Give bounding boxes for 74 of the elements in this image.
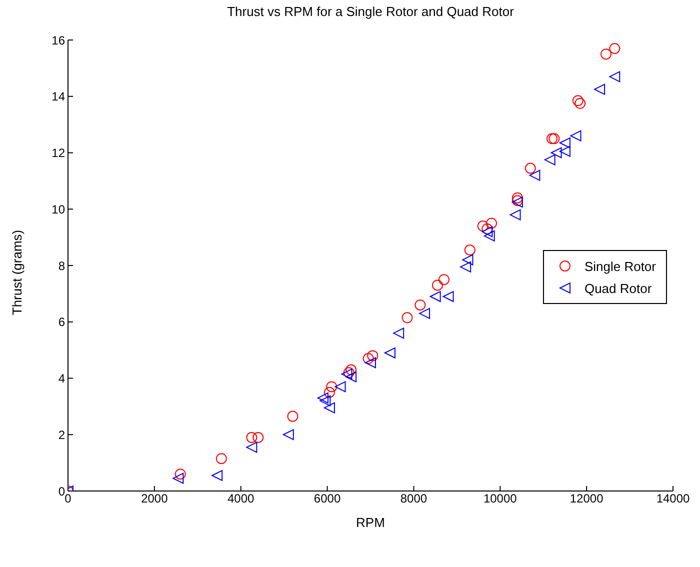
y-tick-label: 16 [52,33,66,48]
x-tick-label: 8000 [400,492,428,506]
y-tick-label: 8 [58,258,66,273]
y-tick-label: 6 [58,315,66,330]
point [326,381,338,392]
point [246,442,258,453]
point [287,410,298,422]
point [432,280,443,291]
point [438,274,450,286]
point [544,154,556,166]
point [546,133,558,144]
point [252,432,264,443]
point [484,230,495,242]
x-tick-label: 10000 [483,492,518,506]
point [524,162,536,174]
legend-label: Quad Rotor [584,280,652,296]
point [212,470,223,481]
point [384,347,396,358]
point [482,223,493,234]
point [574,98,586,109]
point [550,147,562,158]
point [486,218,497,229]
y-tick-label: 14 [52,90,66,104]
point [594,84,606,95]
point [609,71,620,82]
point [324,386,335,398]
point [402,312,413,324]
point [442,291,454,302]
point [414,299,426,310]
point [462,254,474,266]
point [572,95,584,106]
point [430,291,441,302]
point [548,133,560,144]
point [174,468,186,480]
y-axis-title: Thrust (grams) [10,228,24,318]
legend-label: Single Rotor [584,258,656,274]
point [320,395,331,406]
point [512,192,523,204]
point [367,350,378,362]
point [216,453,227,464]
point [419,308,430,319]
x-tick-label: 6000 [314,492,341,506]
point [317,392,328,404]
point [482,226,493,238]
point [460,261,472,272]
point [365,357,376,368]
x-tick-label: 12000 [570,492,604,506]
x-tick-label: 14000 [656,492,690,506]
y-tick-label: 10 [52,202,66,216]
point [510,209,521,220]
point [334,381,346,392]
point [570,130,582,142]
point [246,432,258,443]
point [609,42,620,54]
point [282,429,294,440]
x-tick-label: 2000 [141,492,168,506]
point [529,170,540,181]
y-tick-label: 2 [58,428,66,442]
x-tick-label: 4000 [228,492,255,506]
point [346,371,357,382]
x-axis-title: RPM [355,515,386,530]
y-tick-label: 12 [52,146,66,160]
point [346,364,357,376]
point [559,137,570,148]
y-tick-label: 4 [58,372,66,386]
point [464,244,476,256]
point [559,146,570,157]
point [600,48,612,60]
point [324,402,335,414]
point [477,220,488,232]
point [172,472,184,484]
point [362,353,374,364]
chart-title: Thrust vs RPM for a Single Rotor and Quad Rotor [226,4,515,19]
point [393,328,404,339]
